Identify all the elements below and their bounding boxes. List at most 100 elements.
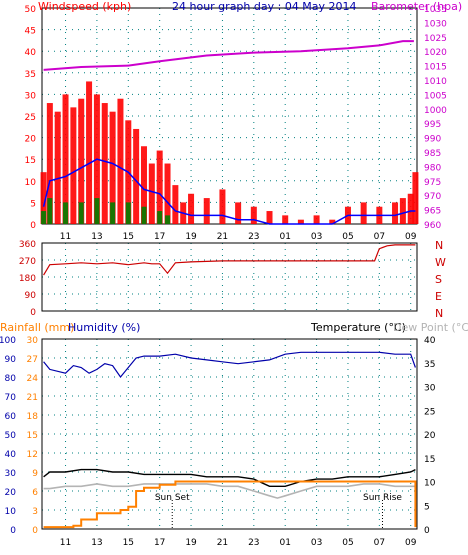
wind-gust-bar: [360, 202, 367, 224]
wind-gust-bar: [148, 163, 155, 224]
temperature-tick-label: 35: [424, 360, 435, 370]
windspeed-tick-label: 15: [25, 156, 36, 166]
wind-low-bar: [41, 211, 47, 224]
windspeed-tick-label: 45: [25, 27, 36, 37]
barometer-tick-label: 990: [424, 135, 441, 145]
hour-tick-label: 15: [123, 538, 134, 548]
wind-gust-bar: [62, 94, 69, 225]
barometer-tick-label: 970: [424, 192, 441, 202]
wind-low-bar: [110, 202, 116, 224]
wind-gust-bar: [399, 198, 406, 224]
humidity-tick-label: 0: [10, 526, 16, 536]
wind-gust-bar: [86, 81, 93, 224]
temperature-tick-label: 5: [424, 502, 430, 512]
wind-gust-bar: [109, 111, 116, 224]
barometer-tick-label: 980: [424, 163, 441, 173]
wind-gust-bar: [250, 206, 257, 224]
wind-direction-grid: [42, 242, 417, 312]
rainfall-tick-label: 24: [27, 374, 39, 384]
hour-tick-label: 17: [154, 538, 165, 548]
rainfall-tick-label: 21: [27, 393, 38, 403]
temperature-tick-label: 40: [424, 336, 436, 346]
hour-tick-label: 11: [60, 538, 71, 548]
wind-low-bar: [63, 202, 69, 224]
barometer-axis-label: Barometer (hpa): [371, 0, 462, 13]
hour-tick-label: 11: [60, 232, 71, 242]
barometer-tick-label: 1015: [424, 63, 447, 73]
wind-gust-bar: [140, 146, 147, 224]
windspeed-tick-label: 5: [30, 199, 36, 209]
hour-tick-label: 01: [279, 538, 290, 548]
wind-gust-bar: [219, 189, 226, 224]
temperature-tick-label: 15: [424, 455, 435, 465]
direction-tick-label: 360: [19, 240, 36, 250]
temperature-tick-label: 30: [424, 384, 436, 394]
wind-gust-bar: [101, 103, 108, 224]
humidity-tick-label: 60: [5, 412, 17, 422]
wind-low-bar: [157, 211, 163, 224]
barometer-tick-label: 965: [424, 207, 441, 217]
wind-low-bar: [125, 202, 131, 224]
barometer-tick-label: 1020: [424, 48, 447, 58]
rainfall-tick-label: 27: [27, 355, 38, 365]
hour-tick-label: 03: [311, 538, 322, 548]
wind-gust-bar: [156, 150, 163, 224]
wind-direction-panel-frame: [41, 242, 418, 312]
barometer-tick-label: 1000: [424, 106, 447, 116]
hour-tick-label: 09: [405, 232, 417, 242]
wind-gust-bar: [235, 202, 242, 224]
barometer-tick-label: 995: [424, 120, 441, 130]
wind-gust-bar: [412, 172, 419, 224]
temperature-line: [43, 468, 416, 487]
hour-tick-label: 15: [123, 232, 134, 242]
hour-tick-label: 13: [91, 232, 102, 242]
sun-marker-label: Sun Rise: [363, 493, 402, 503]
barometer-tick-label: 1010: [424, 77, 447, 87]
humidity-line: [43, 351, 416, 378]
temperature-panel-frame: [41, 338, 418, 530]
rainfall-tick-label: 6: [32, 488, 38, 498]
barometer-tick-label: 960: [424, 221, 441, 231]
wind-low-bar: [94, 198, 100, 224]
rainfall-tick-label: 30: [27, 336, 39, 346]
barometer-tick-label: 985: [424, 149, 441, 159]
wind-low-bar: [165, 215, 171, 224]
wind-gust-bar: [117, 98, 124, 224]
wind-gust-bar: [188, 193, 195, 224]
windspeed-panel-frame: [41, 7, 418, 225]
hour-tick-label: 07: [374, 538, 385, 548]
wind-average-line: [42, 158, 416, 225]
humidity-tick-label: 30: [5, 469, 17, 479]
hour-tick-label: 05: [342, 538, 353, 548]
wind-gust-bar: [282, 215, 289, 224]
wind-gust-bar: [78, 98, 85, 224]
wind-gust-bar: [54, 111, 61, 224]
hour-tick-label: 03: [311, 232, 322, 242]
hour-tick-label: 19: [185, 232, 197, 242]
compass-label: W: [435, 256, 446, 269]
sun-marker-label: Sun Set: [155, 493, 190, 503]
compass-label: N: [435, 307, 443, 320]
windspeed-tick-label: 35: [25, 70, 36, 80]
axis-tick-labels: 0510152025303540455096096597097598098599…: [0, 5, 447, 548]
dewpoint-line: [43, 483, 416, 499]
wind-gust-bar: [297, 219, 304, 224]
wind-gust-bar: [407, 193, 414, 224]
windspeed-tick-label: 50: [25, 5, 37, 15]
temperature-axis-label: Temperature (°C): [310, 321, 406, 334]
humidity-tick-label: 90: [5, 355, 17, 365]
windspeed-tick-label: 30: [25, 91, 37, 101]
barometer-line: [43, 40, 414, 71]
compass-label: E: [435, 290, 442, 303]
hour-tick-label: 07: [374, 232, 385, 242]
wind-gust-bar: [313, 215, 320, 224]
compass-label: N: [435, 239, 443, 252]
hour-tick-label: 19: [185, 538, 197, 548]
wind-low-bar: [47, 198, 53, 224]
temperature-tick-label: 20: [424, 431, 436, 441]
humidity-tick-label: 80: [5, 374, 17, 384]
hour-tick-label: 23: [248, 232, 259, 242]
rainfall-axis-label: Rainfall (mm): [0, 321, 74, 334]
humidity-axis-label: Humidity (%): [68, 321, 140, 334]
